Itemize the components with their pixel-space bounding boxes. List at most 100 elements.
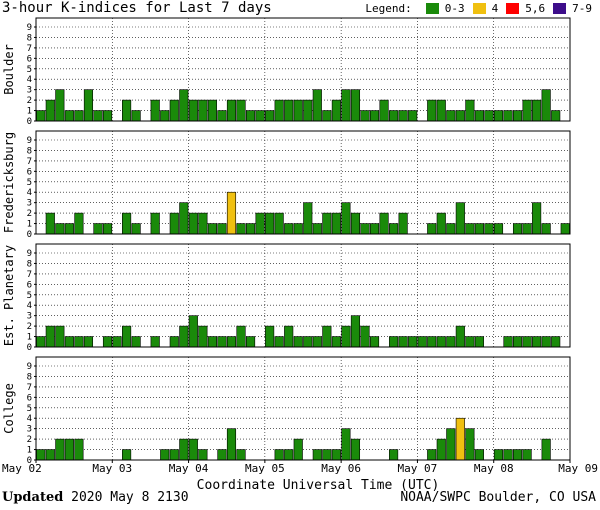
y-tick-label: 8 [27, 146, 32, 156]
x-axis-label: Coordinate Universal Time (UTC) [197, 478, 440, 493]
k-index-bar [64, 438, 74, 461]
panel-background [36, 131, 570, 234]
k-index-bar [350, 438, 361, 461]
updated-label: Updated [2, 490, 64, 505]
k-index-bar [179, 325, 189, 348]
k-index-bar [169, 336, 179, 348]
y-tick-label: 2 [27, 209, 32, 219]
k-index-bar [102, 336, 113, 348]
k-index-bar [217, 449, 227, 461]
k-index-bar [293, 438, 303, 461]
k-index-bar [74, 438, 84, 461]
k-index-bar [503, 449, 513, 461]
k-index-bar [312, 89, 322, 122]
k-index-bar [369, 110, 380, 122]
k-index-bar [398, 110, 408, 122]
panel-frame [35, 356, 571, 461]
k-index-bar [198, 212, 208, 235]
k-index-bar [455, 325, 465, 348]
k-index-bar [350, 89, 361, 122]
k-index-bar [512, 336, 523, 348]
source-credit: NOAA/SWPC Boulder, CO USA [400, 490, 596, 505]
k-index-bar [150, 99, 160, 122]
k-index-bar [274, 212, 284, 235]
k-index-bar [436, 438, 446, 461]
k-index-bar [112, 336, 122, 348]
k-index-bar [369, 223, 380, 235]
k-index-bar [322, 325, 332, 348]
k-index-bar [379, 212, 389, 235]
k-index-bar [36, 449, 46, 461]
y-tick-label: 4 [27, 414, 32, 424]
panel-background [36, 244, 570, 347]
k-index-bar [55, 89, 65, 122]
k-index-bar [474, 336, 484, 348]
k-index-bar [122, 449, 132, 461]
k-index-bar [408, 336, 418, 348]
y-tick-label: 4 [27, 75, 32, 85]
k-index-bar [493, 449, 504, 461]
k-index-bar [265, 212, 275, 235]
k-index-bar [93, 110, 103, 122]
k-index-bar [160, 449, 170, 461]
k-index-bar [226, 99, 237, 122]
y-tick-label: 1 [27, 107, 32, 117]
k-index-bar [122, 99, 132, 122]
updated-line: Updated 2020 May 8 2130 [2, 490, 189, 505]
panel-ylabel: Est. Planetary [2, 245, 16, 346]
k-index-bar [369, 336, 380, 348]
k-index-bar [179, 89, 189, 122]
x-tick-label: May 03 [92, 462, 132, 475]
panel-frame [35, 243, 571, 348]
k-index-bar [83, 336, 94, 348]
x-tick-label: May 05 [245, 462, 285, 475]
k-index-bar [188, 438, 198, 461]
k-index-bar [150, 212, 160, 235]
k-index-bar [64, 110, 74, 122]
k-index-bar [274, 336, 284, 348]
k-index-bar [427, 223, 437, 235]
k-index-bar [36, 336, 46, 348]
k-index-bar [389, 449, 399, 461]
x-tick-label: May 07 [398, 462, 438, 475]
k-index-bar [150, 336, 160, 348]
k-index-bar [55, 223, 65, 235]
y-tick-label: 9 [27, 23, 32, 33]
k-index-bar [512, 110, 523, 122]
k-index-bar [522, 336, 532, 348]
y-tick-label: 1 [27, 220, 32, 230]
k-index-bar [398, 336, 408, 348]
k-index-bar [207, 336, 217, 348]
y-tick-label: 7 [27, 270, 32, 280]
y-tick-label: 8 [27, 33, 32, 43]
k-index-bar [217, 336, 227, 348]
y-tick-label: 5 [27, 291, 32, 301]
k-index-bar [322, 449, 332, 461]
k-index-bar [64, 336, 74, 348]
k-index-bar [389, 336, 399, 348]
k-index-bar [245, 223, 256, 235]
y-tick-label: 7 [27, 383, 32, 393]
k-index-bar [169, 99, 179, 122]
k-index-bar [36, 110, 46, 122]
y-tick-label: 2 [27, 322, 32, 332]
k-index-bar [245, 336, 256, 348]
k-index-bar [265, 110, 275, 122]
y-tick-label: 5 [27, 65, 32, 75]
k-index-bar [284, 449, 294, 461]
k-index-bar [303, 99, 313, 122]
y-tick-label: 3 [27, 312, 32, 322]
k-index-bar [303, 202, 313, 235]
k-index-bar [322, 110, 332, 122]
k-index-bar [408, 110, 418, 122]
y-tick-label: 5 [27, 404, 32, 414]
k-index-bar [341, 202, 351, 235]
legend-item-5-6: 5,6 [506, 2, 545, 15]
k-index-bar [93, 223, 103, 235]
legend-text-7-9: 7-9 [572, 2, 592, 15]
k-index-bar [341, 428, 351, 461]
k-index-bar [541, 336, 551, 348]
k-index-bar [226, 336, 237, 348]
